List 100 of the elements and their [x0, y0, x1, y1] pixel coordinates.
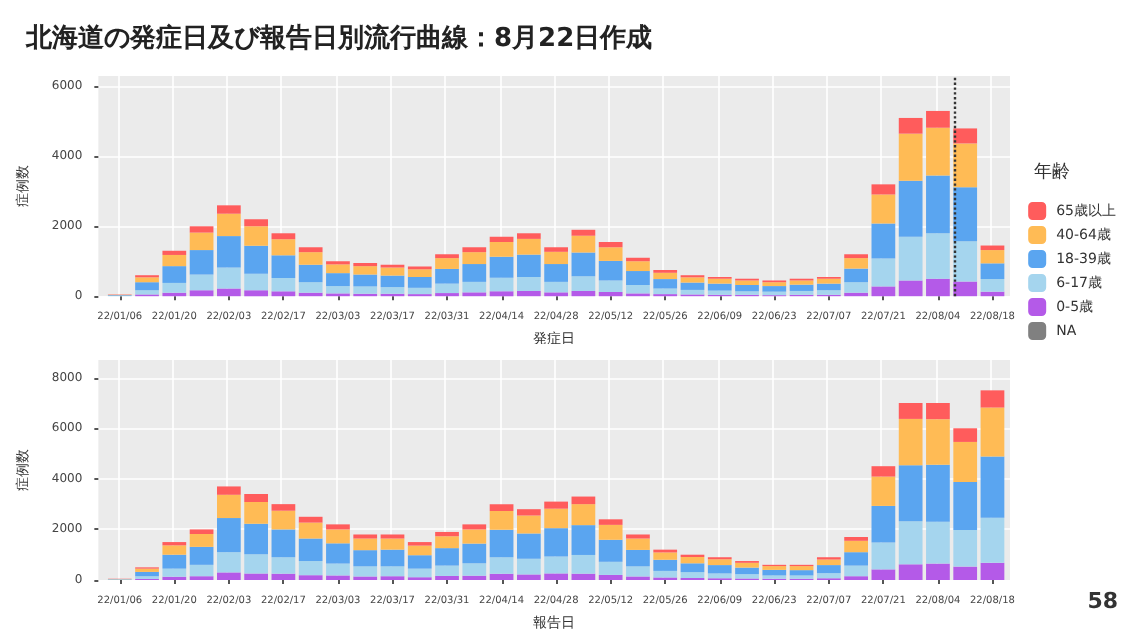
- bar: [980, 390, 1005, 408]
- bar: [189, 232, 214, 251]
- bar: [189, 250, 214, 275]
- bar: [980, 250, 1005, 264]
- bar: [326, 524, 350, 530]
- bar: [162, 554, 187, 569]
- bar: [271, 573, 296, 580]
- bar: [980, 407, 1005, 457]
- chart-title: 北海道の発症日及び報告日別流行曲線：8月22日作成: [24, 22, 653, 54]
- bar: [380, 267, 405, 276]
- bar: [271, 255, 296, 279]
- bar: [271, 239, 296, 256]
- bar: [680, 563, 705, 573]
- bar: [407, 269, 432, 277]
- legend-title: 年齢: [1034, 161, 1070, 183]
- bar: [489, 573, 514, 580]
- bar: [680, 277, 705, 283]
- bar: [980, 517, 1005, 563]
- bar: [489, 277, 514, 292]
- bar: [789, 570, 814, 576]
- bar: [871, 505, 896, 543]
- bar: [871, 194, 896, 224]
- bar: [571, 525, 596, 555]
- bar: [571, 252, 596, 277]
- bar: [871, 223, 896, 259]
- bar: [162, 545, 187, 555]
- bar: [189, 533, 214, 547]
- bar: [680, 572, 705, 578]
- bar: [871, 184, 896, 195]
- bar: [244, 219, 268, 227]
- bar: [271, 233, 296, 240]
- bar: [980, 562, 1005, 580]
- bar: [489, 510, 514, 530]
- bar: [162, 254, 187, 267]
- bar: [380, 566, 405, 577]
- bar: [571, 554, 596, 574]
- bar: [489, 291, 514, 297]
- bar: [571, 235, 596, 253]
- bar: [871, 569, 896, 580]
- bar: [844, 268, 868, 283]
- bar: [571, 573, 596, 580]
- bar: [271, 529, 296, 558]
- bar: [653, 552, 678, 560]
- bar: [380, 275, 405, 288]
- bar: [489, 256, 514, 278]
- bar: [489, 504, 514, 511]
- bar: [871, 476, 896, 506]
- bar: [489, 236, 514, 243]
- bar: [271, 557, 296, 574]
- bar: [516, 233, 541, 239]
- bar: [271, 504, 296, 511]
- bar: [980, 279, 1005, 292]
- bar: [189, 274, 214, 291]
- bar: [980, 456, 1005, 518]
- bar: [844, 258, 868, 269]
- bar: [380, 549, 405, 567]
- bar: [871, 466, 896, 477]
- bar: [980, 263, 1005, 280]
- bar: [462, 524, 487, 530]
- bar: [871, 258, 896, 287]
- bar: [189, 546, 214, 565]
- bar: [598, 247, 623, 261]
- bar: [271, 291, 296, 297]
- bar: [816, 559, 841, 566]
- bar: [598, 519, 623, 525]
- bar: [789, 284, 814, 291]
- bar: [489, 242, 514, 257]
- bar: [571, 229, 596, 236]
- bar: [871, 542, 896, 570]
- bar: [380, 538, 405, 550]
- bar: [571, 276, 596, 291]
- bar: [271, 278, 296, 292]
- bar: [135, 571, 159, 577]
- bar: [816, 278, 841, 284]
- bar: [653, 272, 678, 280]
- bar: [844, 540, 868, 553]
- bar: [680, 282, 705, 290]
- bar: [516, 509, 541, 516]
- bar: [953, 128, 978, 144]
- bar: [298, 247, 323, 253]
- bar: [953, 428, 978, 442]
- bar: [571, 504, 596, 526]
- bar: [462, 247, 487, 253]
- bar: [626, 261, 650, 272]
- bar: [544, 501, 568, 509]
- bar: [598, 242, 623, 248]
- bar: [871, 286, 896, 297]
- bar: [680, 556, 705, 564]
- bar: [216, 205, 241, 214]
- bar: [380, 287, 405, 294]
- bar: [189, 290, 214, 297]
- bar: [571, 290, 596, 297]
- bar: [298, 516, 323, 523]
- bar: [271, 510, 296, 530]
- bar: [189, 564, 214, 577]
- bar: [489, 529, 514, 558]
- bar: [189, 226, 214, 233]
- bar: [816, 283, 841, 291]
- bar: [135, 277, 159, 283]
- bar: [435, 531, 459, 537]
